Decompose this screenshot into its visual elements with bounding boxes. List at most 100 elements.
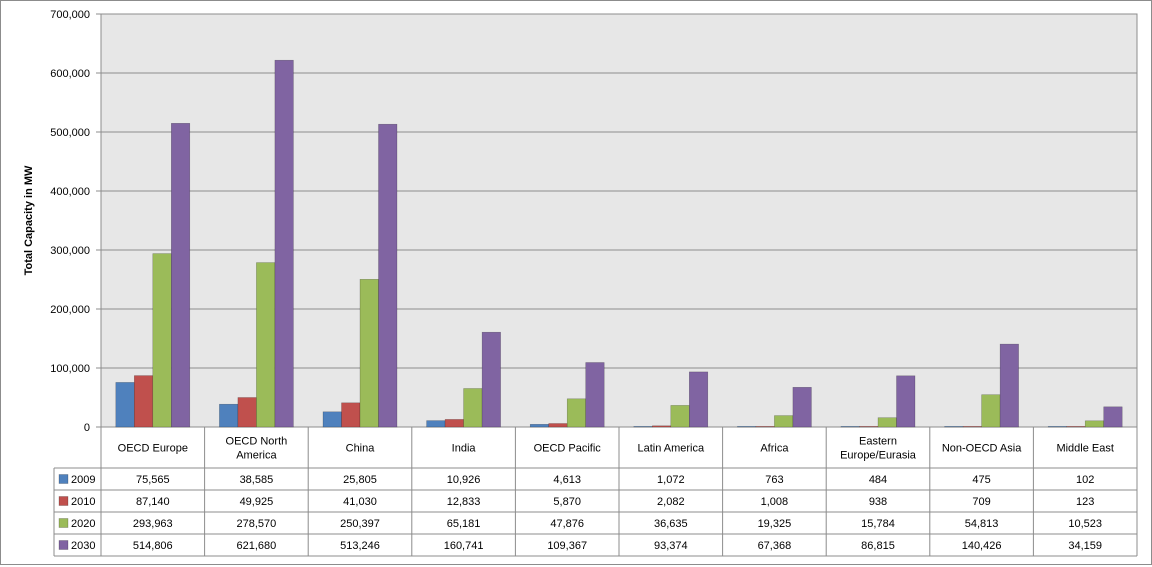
table-cell-value: 160,741 xyxy=(444,540,484,552)
category-label: OECD Europe xyxy=(118,443,188,455)
table-cell-value: 65,181 xyxy=(447,518,481,530)
bar-2009-3 xyxy=(426,420,446,428)
table-cell-value: 67,368 xyxy=(758,540,792,552)
table-cell-value: 763 xyxy=(765,474,783,486)
legend-label: 2030 xyxy=(71,540,95,552)
table-cell-value: 10,926 xyxy=(447,474,481,486)
table-cell-value: 514,806 xyxy=(133,540,173,552)
table-cell-value: 1,008 xyxy=(761,496,789,508)
bar-2030-2 xyxy=(378,123,398,428)
bar-2020-5 xyxy=(670,405,690,428)
table-cell-value: 278,570 xyxy=(237,518,277,530)
bar-2009-6 xyxy=(737,426,757,428)
bar-2030-3 xyxy=(481,331,501,428)
bar-2020-6 xyxy=(774,415,794,428)
category-label: Africa xyxy=(760,443,789,455)
table-cell-value: 86,815 xyxy=(861,540,895,552)
legend-key-2030 xyxy=(58,540,69,550)
legend-label: 2009 xyxy=(71,474,95,486)
bar-2010-6 xyxy=(755,426,775,428)
y-tick-label: 500,000 xyxy=(50,127,90,139)
legend-key-2009 xyxy=(58,474,69,484)
table-cell-value: 140,426 xyxy=(962,540,1002,552)
bar-2010-0 xyxy=(134,375,154,428)
table-cell-value: 2,082 xyxy=(657,496,685,508)
bar-2010-3 xyxy=(444,419,464,428)
table-cell-value: 293,963 xyxy=(133,518,173,530)
bar-2010-9 xyxy=(1066,426,1086,428)
y-tick-label: 600,000 xyxy=(50,68,90,80)
table-cell-value: 621,680 xyxy=(237,540,277,552)
table-cell-value: 47,876 xyxy=(550,518,584,530)
bar-2030-7 xyxy=(896,375,916,428)
bar-2009-2 xyxy=(322,411,342,428)
y-tick-label: 100,000 xyxy=(50,363,90,375)
bar-2009-8 xyxy=(944,426,964,428)
category-label: Europe/Eurasia xyxy=(840,450,917,462)
legend-key-2020 xyxy=(58,518,69,528)
table-cell-value: 1,072 xyxy=(657,474,685,486)
legend-key-2010 xyxy=(58,496,69,506)
bar-2009-1 xyxy=(219,403,239,428)
y-tick-label: 200,000 xyxy=(50,304,90,316)
category-label: Eastern xyxy=(859,436,897,448)
category-label: China xyxy=(346,443,376,455)
table-cell-value: 10,523 xyxy=(1068,518,1102,530)
y-tick-label: 700,000 xyxy=(50,9,90,21)
table-cell-value: 34,159 xyxy=(1068,540,1102,552)
table-cell-value: 19,325 xyxy=(758,518,792,530)
bar-2010-4 xyxy=(548,423,568,428)
table-cell-value: 109,367 xyxy=(547,540,587,552)
bar-2020-4 xyxy=(566,398,586,428)
y-tick-label: 0 xyxy=(84,422,90,434)
table-cell-value: 54,813 xyxy=(965,518,999,530)
bar-2020-1 xyxy=(256,262,276,428)
table-cell-value: 102 xyxy=(1076,474,1094,486)
table-cell-value: 250,397 xyxy=(340,518,380,530)
bar-2020-0 xyxy=(152,253,172,428)
table-cell-value: 5,870 xyxy=(553,496,581,508)
table-cell-value: 49,925 xyxy=(240,496,274,508)
bar-2030-0 xyxy=(171,123,191,428)
category-label: Middle East xyxy=(1056,443,1113,455)
bar-2020-9 xyxy=(1084,420,1104,428)
bar-2020-3 xyxy=(463,388,483,428)
table-cell-value: 4,613 xyxy=(553,474,581,486)
table-cell-value: 15,784 xyxy=(861,518,895,530)
legend-label: 2020 xyxy=(71,518,95,530)
bar-2030-5 xyxy=(689,371,709,428)
bar-2009-7 xyxy=(840,426,860,428)
y-tick-label: 400,000 xyxy=(50,186,90,198)
bar-2009-5 xyxy=(633,426,653,428)
category-label: OECD North xyxy=(226,436,288,448)
table-cell-value: 513,246 xyxy=(340,540,380,552)
bar-2009-0 xyxy=(115,382,135,428)
table-cell-value: 709 xyxy=(972,496,990,508)
bar-2009-4 xyxy=(529,424,549,428)
table-cell-value: 25,805 xyxy=(343,474,377,486)
table-cell-value: 123 xyxy=(1076,496,1094,508)
table-cell-value: 484 xyxy=(869,474,887,486)
table-cell-value: 38,585 xyxy=(240,474,274,486)
bar-2009-9 xyxy=(1047,426,1067,428)
bar-2030-8 xyxy=(999,343,1019,428)
table-cell-value: 75,565 xyxy=(136,474,170,486)
bar-2030-6 xyxy=(792,387,812,428)
table-cell-value: 12,833 xyxy=(447,496,481,508)
bar-2020-2 xyxy=(359,279,379,428)
y-axis-title: Total Capacity in MW xyxy=(23,165,35,275)
category-label: India xyxy=(452,443,477,455)
category-label: Non-OECD Asia xyxy=(942,443,1022,455)
bar-2020-7 xyxy=(877,417,897,428)
bar-2010-8 xyxy=(962,426,982,428)
table-cell-value: 87,140 xyxy=(136,496,170,508)
bar-2010-2 xyxy=(341,402,361,428)
category-label: America xyxy=(236,450,277,462)
bar-2010-5 xyxy=(652,425,672,428)
table-cell-value: 36,635 xyxy=(654,518,688,530)
bar-2030-9 xyxy=(1103,406,1123,428)
legend-label: 2010 xyxy=(71,496,95,508)
bar-2010-7 xyxy=(859,426,879,428)
